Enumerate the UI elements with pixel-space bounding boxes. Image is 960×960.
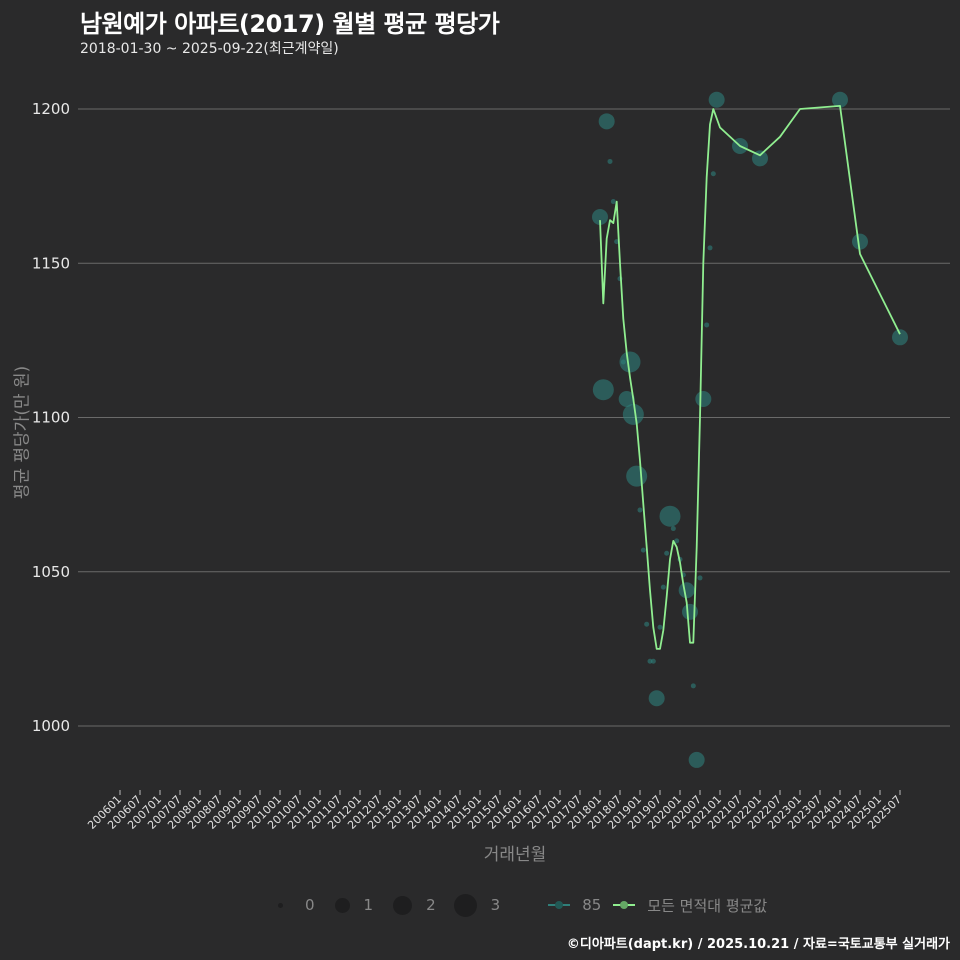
y-tick-label: 1150: [32, 254, 70, 272]
average-line-path: [599, 105, 901, 650]
data-point: [832, 91, 848, 108]
data-point: [670, 526, 676, 532]
legend: 0 1 2 3 85 모든 면적대 평균값: [270, 893, 779, 917]
size-legend-dot-1: [334, 897, 350, 913]
size-legend-label-0: 0: [305, 896, 315, 914]
data-point: [622, 403, 644, 425]
data-point: [657, 624, 663, 630]
data-point: [664, 550, 670, 556]
data-point: [660, 584, 666, 590]
data-point: [674, 538, 680, 544]
x-axis-ticks: 2006012006072007012007072008012008072009…: [85, 790, 904, 832]
size-legend-dot-2: [393, 895, 413, 915]
data-point: [707, 245, 713, 251]
y-tick-label: 1100: [32, 409, 70, 427]
data-point: [690, 683, 696, 689]
scatter-points-85: [592, 91, 908, 768]
data-point: [704, 322, 710, 328]
chart-title: 남원예가 아파트(2017) 월별 평균 평당가: [80, 10, 500, 38]
size-legend-label-1: 1: [363, 896, 374, 914]
grid-lines: [78, 108, 950, 727]
data-point: [695, 390, 712, 407]
data-point: [648, 690, 665, 707]
data-point: [852, 233, 868, 250]
data-point: [637, 507, 643, 513]
data-point: [607, 158, 613, 164]
data-point: [619, 351, 641, 373]
x-axis-label: 거래년월: [483, 845, 547, 865]
y-tick-label: 1000: [32, 717, 70, 735]
chart-subtitle: 2018-01-30 ~ 2025-09-22(최근계약일): [80, 41, 339, 57]
data-point: [688, 751, 705, 768]
size-legend-label-3: 3: [490, 896, 501, 914]
size-legend-label-2: 2: [426, 896, 436, 914]
average-line: [599, 105, 901, 650]
data-point: [892, 329, 908, 346]
data-point: [626, 465, 648, 487]
data-point: [610, 199, 616, 205]
data-point: [650, 658, 656, 664]
data-point: [592, 379, 614, 401]
data-point: [618, 390, 635, 407]
data-point: [640, 547, 646, 553]
data-point: [644, 621, 650, 627]
size-legend-dot-3: [453, 893, 477, 917]
y-axis-label: 평균 평당가(만 원): [12, 365, 33, 500]
source-caption: ©디아파트(dapt.kr) / 2025.10.21 / 자료=국토교통부 실…: [566, 937, 950, 952]
y-axis-ticks: 1000 1050 1100 1150 1200: [32, 100, 70, 735]
data-point: [710, 171, 716, 177]
avg-line-legend-icon: [613, 904, 636, 906]
series-85-legend-icon: [548, 904, 571, 906]
data-point: [697, 575, 703, 581]
data-point: [598, 113, 615, 130]
avg-line-legend-label: 모든 면적대 평균값: [647, 896, 768, 915]
y-tick-label: 1050: [32, 563, 70, 581]
data-point: [708, 91, 725, 108]
series-85-legend-label: 85: [582, 896, 602, 914]
y-tick-label: 1200: [32, 100, 70, 118]
data-point: [682, 603, 698, 620]
data-point: [592, 208, 608, 225]
size-legend-dot-0: [278, 902, 283, 908]
data-point: [659, 505, 681, 527]
data-point: [678, 582, 695, 599]
